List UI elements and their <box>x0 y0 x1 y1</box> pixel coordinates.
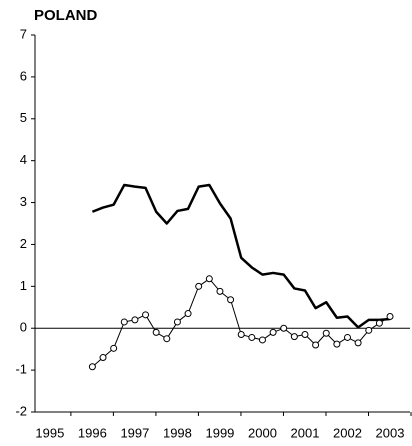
y-tick-label: 5 <box>20 110 27 125</box>
point-marker <box>237 331 245 339</box>
point-marker <box>301 331 309 339</box>
chart-title: POLAND <box>34 7 98 24</box>
point-marker <box>216 287 224 295</box>
point-marker <box>152 328 160 336</box>
point-marker <box>205 275 213 283</box>
y-tick-label: 1 <box>20 278 27 293</box>
y-tick-label: 2 <box>20 236 27 251</box>
point-marker <box>173 318 181 326</box>
point-marker <box>227 296 235 304</box>
point-marker <box>88 363 96 371</box>
point-marker <box>354 339 362 347</box>
y-tick-label: -2 <box>15 403 27 418</box>
point-marker <box>333 340 341 348</box>
line-series <box>91 183 391 329</box>
point-marker <box>131 316 139 324</box>
point-marker <box>163 335 171 343</box>
x-tick-label: 2000 <box>248 425 277 440</box>
point-marker <box>322 329 330 337</box>
point-marker <box>142 311 150 319</box>
y-tick-label: 0 <box>20 320 27 335</box>
point-marker <box>184 310 192 318</box>
y-tick-label: 3 <box>20 194 27 209</box>
x-tick-label: 1997 <box>120 425 149 440</box>
point-marker <box>258 336 266 344</box>
x-tick-label: 1999 <box>205 425 234 440</box>
point-marker <box>248 333 256 341</box>
point-marker <box>312 341 320 349</box>
y-tick-label: 6 <box>20 68 27 83</box>
x-tick-label: 1998 <box>163 425 192 440</box>
point-marker <box>290 333 298 341</box>
line-series <box>92 278 391 368</box>
point-marker <box>344 333 351 341</box>
x-tick-label: 2003 <box>376 425 405 440</box>
x-tick-label: 2002 <box>333 425 362 440</box>
point-marker <box>195 282 203 290</box>
x-tick-label: 1996 <box>78 425 107 440</box>
point-marker <box>269 328 277 336</box>
point-marker <box>120 318 128 326</box>
x-tick-label: 2001 <box>291 425 320 440</box>
point-marker <box>375 319 383 327</box>
y-tick-label: -1 <box>15 362 27 377</box>
y-tick-label: 7 <box>20 26 27 41</box>
point-marker <box>365 326 373 334</box>
point-marker <box>110 344 118 352</box>
x-tick-label: 1995 <box>35 425 64 440</box>
point-marker <box>386 312 394 320</box>
point-marker <box>280 324 288 332</box>
point-marker <box>99 354 107 362</box>
y-tick-label: 4 <box>20 152 27 167</box>
